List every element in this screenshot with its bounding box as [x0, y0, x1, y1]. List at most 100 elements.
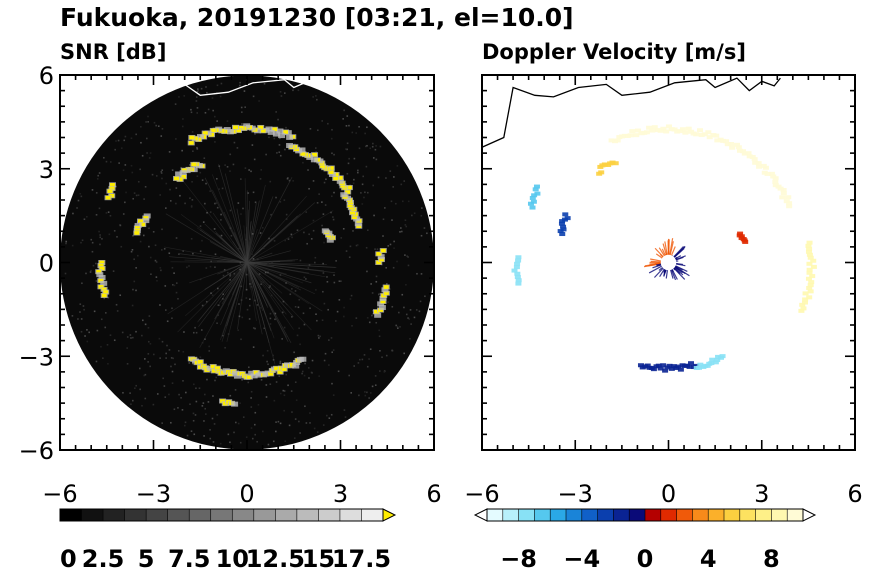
snr-speckle-pixel	[173, 284, 176, 287]
snr-speckle-pixel	[265, 153, 267, 156]
snr-speckle-pixel	[184, 421, 187, 424]
snr-speckle-pixel	[142, 319, 144, 322]
snr-speckle-pixel	[368, 358, 370, 360]
snr-speckle-pixel	[135, 330, 137, 333]
snr-speckle-pixel	[89, 271, 92, 273]
snr-speckle-pixel	[208, 345, 210, 348]
snr-speckle-pixel	[122, 169, 125, 172]
colorbar-segment	[787, 509, 804, 521]
snr-echo-halo	[197, 134, 205, 140]
snr-speckle-pixel	[215, 376, 218, 379]
snr-speckle-pixel	[315, 95, 317, 97]
snr-streak	[246, 262, 275, 268]
snr-speckle-pixel	[211, 294, 214, 296]
snr-speckle-pixel	[191, 180, 193, 183]
snr-speckle-pixel	[196, 148, 199, 150]
doppler-panel: Doppler Velocity [m/s] −6 −3 0 3 6 −8 −4 0 4 8	[464, 40, 862, 570]
snr-speckle-pixel	[160, 249, 163, 251]
snr-speckle-pixel	[251, 233, 254, 235]
snr-speckle-pixel	[204, 202, 206, 205]
snr-speckle-pixel	[135, 194, 138, 197]
snr-streak	[219, 262, 248, 281]
snr-speckle-pixel	[345, 250, 348, 252]
snr-streak	[197, 262, 248, 323]
snr-speckle-pixel	[104, 326, 107, 329]
snr-streak	[246, 200, 260, 263]
snr-speckle-pixel	[229, 227, 232, 229]
snr-speckle-pixel	[177, 407, 179, 409]
snr-speckle-pixel	[378, 335, 381, 338]
doppler-plot-area	[482, 77, 817, 373]
snr-streak	[246, 262, 302, 291]
snr-speckle-pixel	[247, 381, 250, 384]
snr-speckle-pixel	[130, 164, 133, 167]
snr-speckle-pixel	[269, 180, 272, 183]
snr-speckle-pixel	[302, 312, 305, 315]
snr-speckle-pixel	[136, 254, 139, 257]
snr-echo-cell	[345, 190, 351, 194]
doppler-echo-cell	[756, 164, 763, 169]
snr-speckle-pixel	[132, 288, 134, 291]
snr-speckle-pixel	[247, 192, 250, 194]
snr-speckle-pixel	[209, 265, 212, 268]
snr-echo-cell	[134, 226, 140, 230]
snr-speckle-pixel	[146, 152, 148, 154]
snr-speckle-pixel	[109, 161, 112, 163]
snr-speckle-pixel	[238, 303, 240, 305]
snr-speckle-pixel	[284, 148, 286, 151]
snr-speckle-pixel	[366, 126, 368, 129]
snr-speckle-pixel	[369, 392, 372, 394]
snr-speckle-pixel	[229, 279, 231, 281]
doppler-echo-cell	[704, 363, 711, 368]
snr-speckle-pixel	[269, 323, 272, 325]
snr-speckle-pixel	[229, 153, 232, 156]
colorbar-over-extension	[382, 508, 397, 522]
snr-streak	[165, 213, 248, 263]
snr-speckle-pixel	[281, 311, 284, 314]
snr-speckle-pixel	[216, 322, 218, 325]
snr-speckle-pixel	[199, 250, 202, 253]
snr-streak	[246, 262, 288, 338]
snr-speckle-pixel	[203, 435, 205, 437]
snr-speckle-pixel	[105, 160, 108, 163]
snr-speckle-pixel	[65, 242, 67, 245]
doppler-echo-cell	[682, 130, 689, 135]
snr-speckle-pixel	[248, 318, 251, 320]
snr-speckle-pixel	[169, 200, 172, 202]
snr-speckle-pixel	[312, 229, 315, 232]
snr-speckle-pixel	[126, 347, 128, 349]
snr-streak	[184, 259, 248, 263]
snr-speckle-pixel	[250, 427, 253, 429]
snr-speckle-pixel	[254, 299, 256, 302]
snr-speckle-pixel	[147, 327, 150, 329]
doppler-echo-cell	[605, 162, 612, 167]
snr-speckle-pixel	[270, 294, 273, 297]
snr-speckle-pixel	[83, 218, 86, 221]
snr-speckle-pixel	[195, 387, 197, 390]
snr-echo-cell	[347, 203, 353, 208]
snr-plot-area	[60, 75, 434, 450]
snr-streak	[224, 173, 248, 263]
snr-speckle-pixel	[240, 213, 242, 215]
snr-speckle-pixel	[330, 137, 333, 140]
snr-speckle-pixel	[122, 391, 124, 394]
snr-streak	[246, 262, 312, 284]
snr-streak	[182, 179, 248, 263]
snr-streak	[246, 262, 264, 311]
colorbar-segment	[146, 509, 168, 521]
snr-speckle-pixel	[398, 311, 400, 314]
doppler-echo-cell	[515, 255, 522, 260]
snr-speckle-pixel	[255, 261, 257, 264]
snr-speckle-pixel	[408, 318, 411, 320]
doppler-echo-cell	[560, 224, 567, 229]
snr-speckle-pixel	[198, 387, 201, 390]
figure-title: Fukuoka, 20191230 [03:21, el=10.0]	[60, 3, 574, 32]
doppler-echo-cell	[515, 278, 522, 283]
snr-speckle-pixel	[374, 384, 377, 386]
snr-streak	[246, 262, 259, 302]
snr-speckle-pixel	[203, 420, 205, 422]
snr-speckle-pixel	[328, 417, 331, 419]
snr-speckle-pixel	[230, 234, 233, 237]
snr-echo-cell	[210, 364, 216, 369]
snr-speckle-pixel	[143, 374, 145, 377]
